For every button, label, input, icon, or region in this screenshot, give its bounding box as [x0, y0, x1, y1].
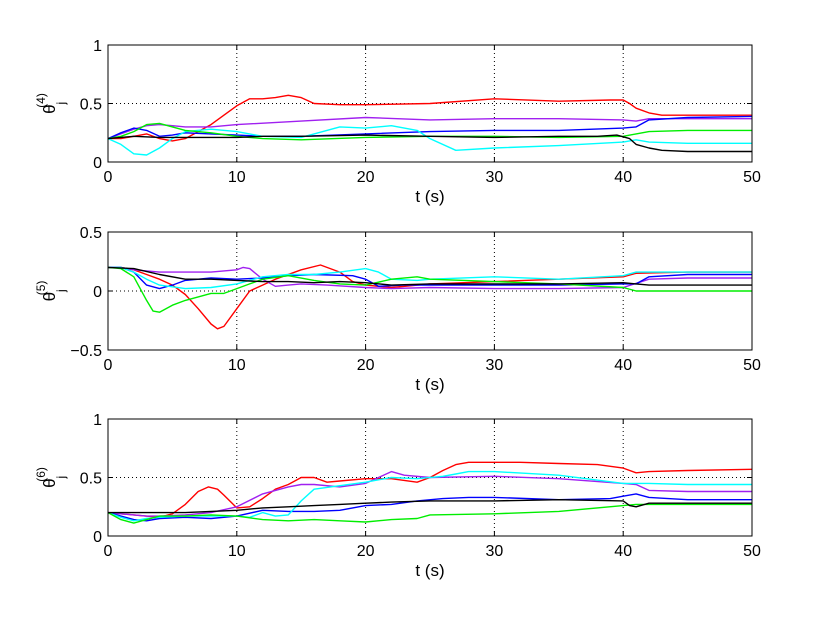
- series-line-1: [108, 461, 752, 518]
- y-axis-label: θj (4): [34, 93, 68, 114]
- y-axis-label-sub: j: [54, 476, 68, 480]
- chart-panel-2: 0 10 20 30 40 50−0.500.5t (s)θj(5): [34, 225, 761, 394]
- x-tick-label: 30: [486, 543, 504, 560]
- x-tick-label: 10: [228, 543, 246, 560]
- y-axis-label: θj (6): [34, 467, 68, 488]
- y-tick-label: 1: [93, 38, 102, 55]
- y-axis-label-sub: j: [54, 289, 68, 293]
- series-line-4: [108, 125, 752, 156]
- x-tick-label: 40: [614, 357, 632, 374]
- x-axis-label: t (s): [415, 561, 444, 580]
- series-line-5: [108, 503, 752, 524]
- y-axis-label-base: θ: [40, 104, 59, 113]
- axes-frame: [107, 231, 753, 351]
- series-line-6: [108, 134, 752, 153]
- y-axis-label-base: θ: [40, 292, 59, 301]
- y-axis-label-sub: j: [54, 102, 68, 106]
- x-tick-label: 30: [486, 169, 504, 186]
- x-tick-label: 30: [486, 357, 504, 374]
- series-group: [108, 94, 752, 156]
- axes-frame: [107, 44, 753, 163]
- y-tick-label: 1: [93, 412, 102, 429]
- series-line-2: [108, 266, 752, 290]
- y-axis-label: θj (5): [34, 281, 68, 302]
- x-tick-label: 50: [743, 543, 761, 560]
- series-line-6: [108, 499, 752, 514]
- chart-panel-3: 0 10 20 30 40 50 0 0.5 1 t (s) θj (6): [34, 412, 761, 580]
- x-tick-label: 50: [743, 357, 761, 374]
- series-group: [108, 461, 752, 524]
- y-tick-label: 0: [93, 155, 102, 172]
- x-tick-label: 50: [743, 169, 761, 186]
- series-line-4: [108, 266, 752, 290]
- x-tick-label: 0: [104, 357, 113, 374]
- series-line-2: [108, 116, 752, 140]
- chart-panel-1: 0 10 20 30 40 50 0 0.5 1 t (s) θj (4): [34, 38, 761, 206]
- y-axis-label-sup: (4): [34, 93, 48, 108]
- series-group: [108, 264, 752, 330]
- y-axis-label-sup: (6): [34, 467, 48, 482]
- series-line-3: [108, 493, 752, 522]
- x-tick-label: 0: [104, 543, 113, 560]
- y-axis-label-base: θ: [40, 478, 59, 487]
- series-line-3: [108, 266, 752, 290]
- x-tick-label: 40: [614, 543, 632, 560]
- series-line-5: [108, 266, 752, 313]
- series-line-6: [108, 266, 752, 286]
- y-tick-label: 0.5: [80, 225, 102, 242]
- y-axis-label-sup: (5): [34, 281, 48, 296]
- x-tick-label: 40: [614, 169, 632, 186]
- x-tick-label: 10: [228, 169, 246, 186]
- y-tick-label: 0.5: [80, 97, 102, 114]
- y-tick-label: 0: [93, 529, 102, 546]
- x-tick-label: 20: [357, 543, 375, 560]
- axes-frame: [107, 418, 753, 537]
- x-tick-label: 20: [357, 357, 375, 374]
- x-axis-label: t (s): [415, 187, 444, 206]
- y-tick-label: 0: [93, 284, 102, 301]
- x-axis-label: t (s): [415, 375, 444, 394]
- x-tick-label: 0: [104, 169, 113, 186]
- x-tick-label: 10: [228, 357, 246, 374]
- series-line-4: [108, 470, 752, 522]
- series-line-5: [108, 122, 752, 141]
- x-tick-label: 20: [357, 169, 375, 186]
- y-tick-label: −0.5: [70, 343, 102, 360]
- y-tick-label: 0.5: [80, 471, 102, 488]
